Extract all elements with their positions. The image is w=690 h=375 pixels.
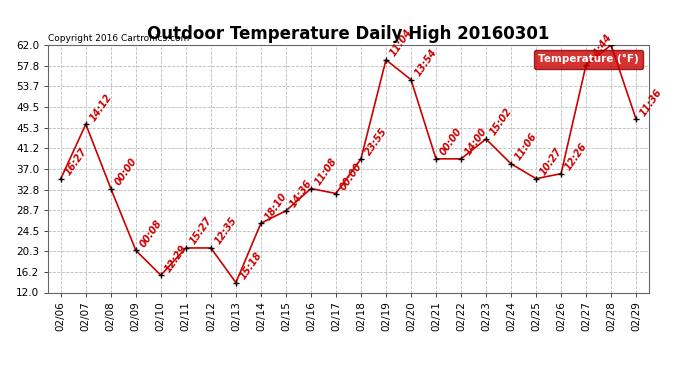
Text: 11:04: 11:04 <box>388 27 414 58</box>
Text: 16:27: 16:27 <box>63 146 89 177</box>
Text: 12:26: 12:26 <box>563 141 589 172</box>
Text: 11:36: 11:36 <box>638 87 664 118</box>
Text: 11:06: 11:06 <box>513 131 539 162</box>
Legend: Temperature (°F): Temperature (°F) <box>534 50 643 69</box>
Text: Copyright 2016 Cartronics.com: Copyright 2016 Cartronics.com <box>48 33 190 42</box>
Text: 00:00: 00:00 <box>338 161 364 192</box>
Text: 14:12: 14:12 <box>88 92 114 123</box>
Text: 18:10: 18:10 <box>263 191 289 222</box>
Text: 14:36: 14:36 <box>288 178 314 209</box>
Text: 00:08: 00:08 <box>138 218 164 249</box>
Text: 00:00: 00:00 <box>113 156 139 187</box>
Text: 23:55: 23:55 <box>363 126 389 158</box>
Text: 15:02: 15:02 <box>488 106 514 138</box>
Text: 12:35: 12:35 <box>213 216 239 246</box>
Text: 14:00: 14:00 <box>463 126 489 158</box>
Text: 12:29: 12:29 <box>163 243 189 274</box>
Text: 00:00: 00:00 <box>438 126 464 158</box>
Title: Outdoor Temperature Daily High 20160301: Outdoor Temperature Daily High 20160301 <box>147 26 550 44</box>
Text: 11:08: 11:08 <box>313 156 339 187</box>
Text: 10:27: 10:27 <box>538 146 564 177</box>
Text: 15:27: 15:27 <box>188 216 214 246</box>
Text: 15:18: 15:18 <box>238 250 264 281</box>
Text: 14:44: 14:44 <box>588 32 614 63</box>
Text: 13:54: 13:54 <box>413 47 439 78</box>
